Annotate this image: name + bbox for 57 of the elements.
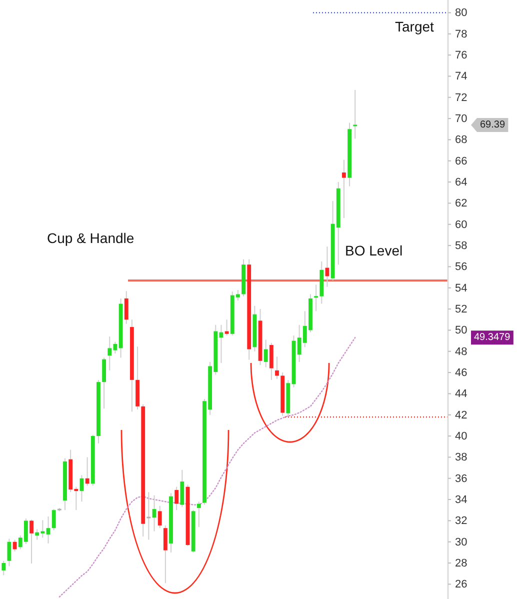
candlestick xyxy=(113,341,118,354)
y-tick-label: 32 xyxy=(455,515,468,528)
annotation: Cup & Handle xyxy=(47,230,134,246)
candlestick xyxy=(85,456,90,486)
y-tick-label: 74 xyxy=(455,70,468,83)
y-tick-label: 56 xyxy=(455,261,468,274)
y-tick-label: 34 xyxy=(455,494,468,506)
y-tick-label: 46 xyxy=(455,367,468,380)
y-tick-label: 42 xyxy=(455,409,468,422)
ref-line-label: Target xyxy=(395,18,434,35)
y-tick-label: 80 xyxy=(455,7,468,20)
candlestick xyxy=(12,539,17,552)
candlestick xyxy=(342,159,346,219)
candlestick xyxy=(146,492,151,540)
y-tick-label: 76 xyxy=(455,50,468,62)
candlestick xyxy=(152,494,156,532)
y-tick-label: 60 xyxy=(455,218,468,231)
candlestick xyxy=(46,516,50,544)
y-tick-label: 68 xyxy=(455,134,468,146)
y-tick-label: 62 xyxy=(455,198,468,210)
y-tick-label: 40 xyxy=(455,430,468,443)
candlestick xyxy=(174,486,179,511)
y-tick-label: 50 xyxy=(455,324,468,337)
candlestick xyxy=(275,356,279,380)
candlestick xyxy=(102,357,106,410)
y-tick-label: 30 xyxy=(455,536,468,548)
candlestick xyxy=(353,89,358,140)
y-tick-label: 66 xyxy=(455,155,468,168)
y-tick-label: 36 xyxy=(455,472,468,485)
y-tick-label: 54 xyxy=(455,282,468,294)
ref-line-label: BO Level xyxy=(345,242,403,258)
candlestick xyxy=(224,319,229,336)
line-series xyxy=(58,337,356,598)
y-tick-label: 26 xyxy=(455,578,468,591)
candlestick xyxy=(108,336,112,371)
candlestick xyxy=(264,339,268,368)
text: 69.39 xyxy=(480,119,506,130)
y-tick-label: 44 xyxy=(455,388,468,400)
y-tick-label: 64 xyxy=(455,176,468,189)
candlestick xyxy=(2,560,6,576)
y-tick-label: 58 xyxy=(455,240,468,252)
candlestick xyxy=(180,469,184,508)
candlestick xyxy=(196,501,201,528)
y-tick-label: 48 xyxy=(455,346,468,358)
y-tick-label: 70 xyxy=(455,113,468,126)
candlestick xyxy=(52,508,56,531)
candlestick xyxy=(269,342,274,380)
candlestick xyxy=(124,290,128,324)
y-tick-label: 38 xyxy=(455,452,468,464)
y-tick-label: 52 xyxy=(455,304,468,316)
candlestick xyxy=(163,524,168,584)
y-tick-label: 78 xyxy=(455,28,468,40)
y-tick-label: 72 xyxy=(455,92,468,104)
text: 49.3479 xyxy=(474,332,511,344)
candlestick xyxy=(158,505,162,529)
candlestick xyxy=(30,519,34,564)
y-tick-label: 28 xyxy=(455,558,468,570)
